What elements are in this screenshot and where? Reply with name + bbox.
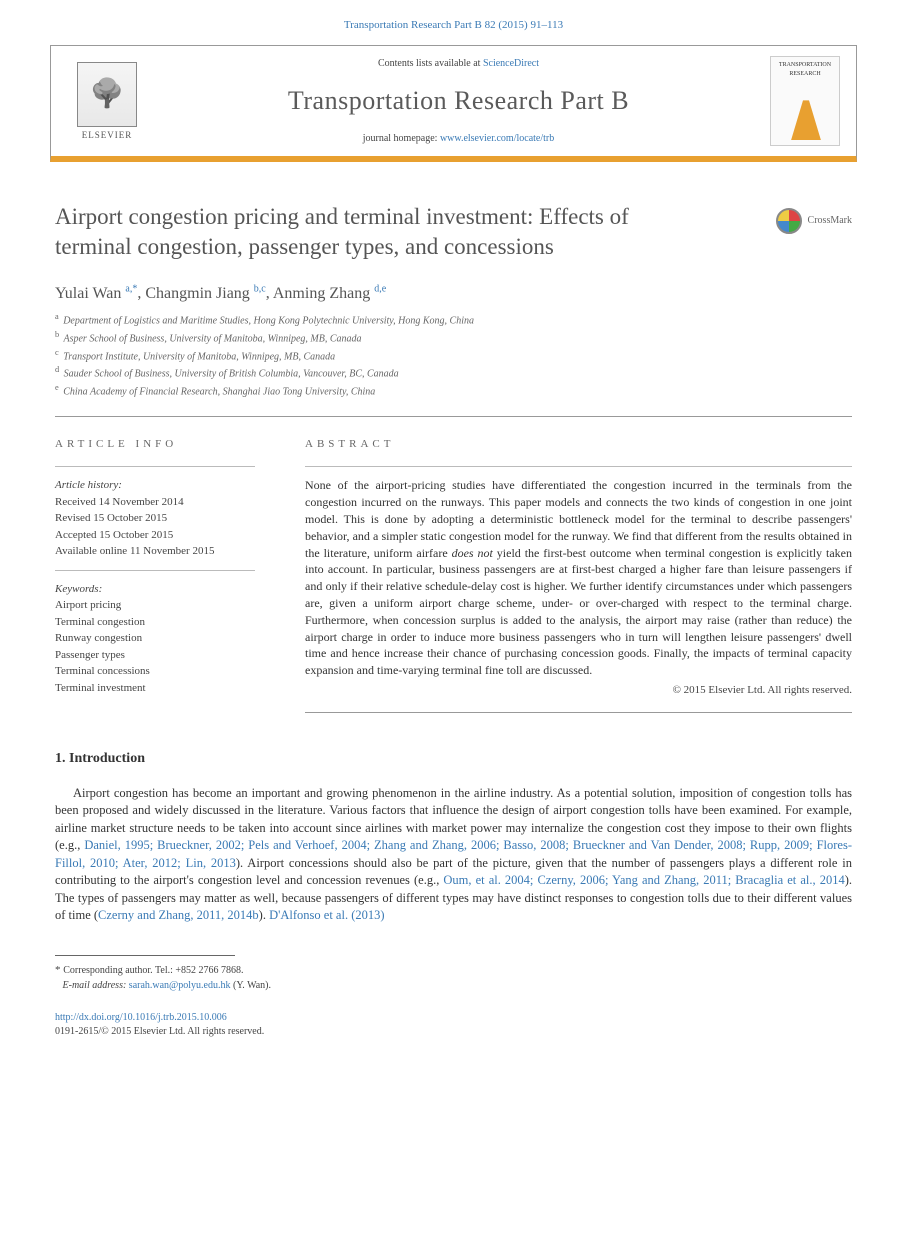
keyword: Runway congestion xyxy=(55,630,275,647)
author-affil-marker: b,c xyxy=(254,283,266,294)
article-info-column: article info Article history: Received 1… xyxy=(55,437,275,713)
abstract-column: abstract None of the airport-pricing stu… xyxy=(305,437,852,713)
article-info-head: article info xyxy=(55,437,275,452)
homepage-link[interactable]: www.elsevier.com/locate/trb xyxy=(440,133,554,144)
affiliation: e China Academy of Financial Research, S… xyxy=(55,382,852,400)
contents-available: Contents lists available at ScienceDirec… xyxy=(147,57,770,71)
info-divider xyxy=(55,570,255,571)
crossmark-label: CrossMark xyxy=(808,214,852,228)
email-label: E-mail address: xyxy=(63,980,127,991)
doi-link[interactable]: http://dx.doi.org/10.1016/j.trb.2015.10.… xyxy=(55,1012,227,1023)
history-label: Article history: xyxy=(55,477,275,494)
sciencedirect-link[interactable]: ScienceDirect xyxy=(483,58,539,69)
info-divider xyxy=(305,466,852,467)
divider xyxy=(305,712,852,713)
crossmark-icon xyxy=(776,208,802,234)
author: Changmin Jiang b,c xyxy=(145,285,265,302)
corr-author-text: Corresponding author. Tel.: +852 2766 78… xyxy=(63,965,243,976)
affiliation: d Sauder School of Business, University … xyxy=(55,364,852,382)
info-divider xyxy=(55,466,255,467)
info-abstract-row: article info Article history: Received 1… xyxy=(55,437,852,713)
crossmark-badge[interactable]: CrossMark xyxy=(776,208,852,234)
homepage-prefix: journal homepage: xyxy=(363,133,440,144)
journal-cover-thumbnail[interactable]: TRANSPORTATION RESEARCH xyxy=(770,56,840,146)
abstract-text: None of the airport-pricing studies have… xyxy=(305,477,852,679)
elsevier-tree-icon xyxy=(77,62,137,127)
journal-title: Transportation Research Part B xyxy=(147,83,770,119)
keyword: Terminal concessions xyxy=(55,663,275,680)
affiliations: a Department of Logistics and Maritime S… xyxy=(55,311,852,400)
title-row: Airport congestion pricing and terminal … xyxy=(55,202,852,262)
footnote-divider xyxy=(55,955,235,956)
citation-link[interactable]: Daniel, 1995; Brueckner, 2002; Pels and … xyxy=(55,838,852,870)
section-title: Introduction xyxy=(69,751,145,766)
email-note: E-mail address: sarah.wan@polyu.edu.hk (… xyxy=(55,978,852,993)
keyword: Terminal investment xyxy=(55,680,275,697)
keyword: Passenger types xyxy=(55,647,275,664)
author: Yulai Wan a,* xyxy=(55,285,137,302)
doi-block: http://dx.doi.org/10.1016/j.trb.2015.10.… xyxy=(55,1011,852,1039)
affiliation: b Asper School of Business, University o… xyxy=(55,329,852,347)
article-title: Airport congestion pricing and terminal … xyxy=(55,202,675,262)
footnotes: * Corresponding author. Tel.: +852 2766 … xyxy=(55,962,852,994)
citation-link[interactable]: D'Alfonso et al. (2013) xyxy=(269,908,384,922)
article-history: Article history: Received 14 November 20… xyxy=(55,477,275,560)
abstract-head: abstract xyxy=(305,437,852,452)
publisher-logo[interactable]: ELSEVIER xyxy=(67,56,147,146)
intro-paragraph: Airport congestion has become an importa… xyxy=(55,785,852,925)
email-who: (Y. Wan). xyxy=(233,980,271,991)
affiliation: c Transport Institute, University of Man… xyxy=(55,347,852,365)
asterisk-icon: * xyxy=(55,964,63,976)
publisher-name: ELSEVIER xyxy=(82,129,133,142)
contents-prefix: Contents lists available at xyxy=(378,58,483,69)
history-line: Accepted 15 October 2015 xyxy=(55,527,275,544)
keyword: Terminal congestion xyxy=(55,614,275,631)
divider xyxy=(55,416,852,417)
citation-link[interactable]: Czerny and Zhang, 2011, 2014b xyxy=(98,908,259,922)
email-link[interactable]: sarah.wan@polyu.edu.hk xyxy=(129,980,231,991)
history-line: Revised 15 October 2015 xyxy=(55,510,275,527)
journal-header: ELSEVIER Contents lists available at Sci… xyxy=(50,45,857,162)
history-line: Received 14 November 2014 xyxy=(55,494,275,511)
introduction-section: 1. Introduction Airport congestion has b… xyxy=(55,749,852,925)
abstract-copyright: © 2015 Elsevier Ltd. All rights reserved… xyxy=(305,683,852,698)
article-content: Airport congestion pricing and terminal … xyxy=(0,162,907,1069)
journal-citation: Transportation Research Part B 82 (2015)… xyxy=(0,0,907,45)
citation-link[interactable]: Oum, et al. 2004; Czerny, 2006; Yang and… xyxy=(443,873,844,887)
keyword: Airport pricing xyxy=(55,597,275,614)
author: Anming Zhang d,e xyxy=(273,285,386,302)
author-affil-marker: d,e xyxy=(374,283,386,294)
journal-homepage: journal homepage: www.elsevier.com/locat… xyxy=(147,132,770,146)
issn-copyright: 0191-2615/© 2015 Elsevier Ltd. All right… xyxy=(55,1026,264,1037)
header-center: Contents lists available at ScienceDirec… xyxy=(147,57,770,145)
affiliation: a Department of Logistics and Maritime S… xyxy=(55,311,852,329)
corresponding-author-note: * Corresponding author. Tel.: +852 2766 … xyxy=(55,962,852,979)
cover-text: TRANSPORTATION RESEARCH xyxy=(779,62,831,76)
corresponding-marker[interactable]: * xyxy=(132,285,137,302)
section-number: 1. xyxy=(55,751,66,766)
history-line: Available online 11 November 2015 xyxy=(55,543,275,560)
authors-line: Yulai Wan a,*, Changmin Jiang b,c, Anmin… xyxy=(55,282,852,305)
keywords-block: Keywords: Airport pricingTerminal conges… xyxy=(55,581,275,697)
section-heading: 1. Introduction xyxy=(55,749,852,769)
keywords-label: Keywords: xyxy=(55,581,275,598)
